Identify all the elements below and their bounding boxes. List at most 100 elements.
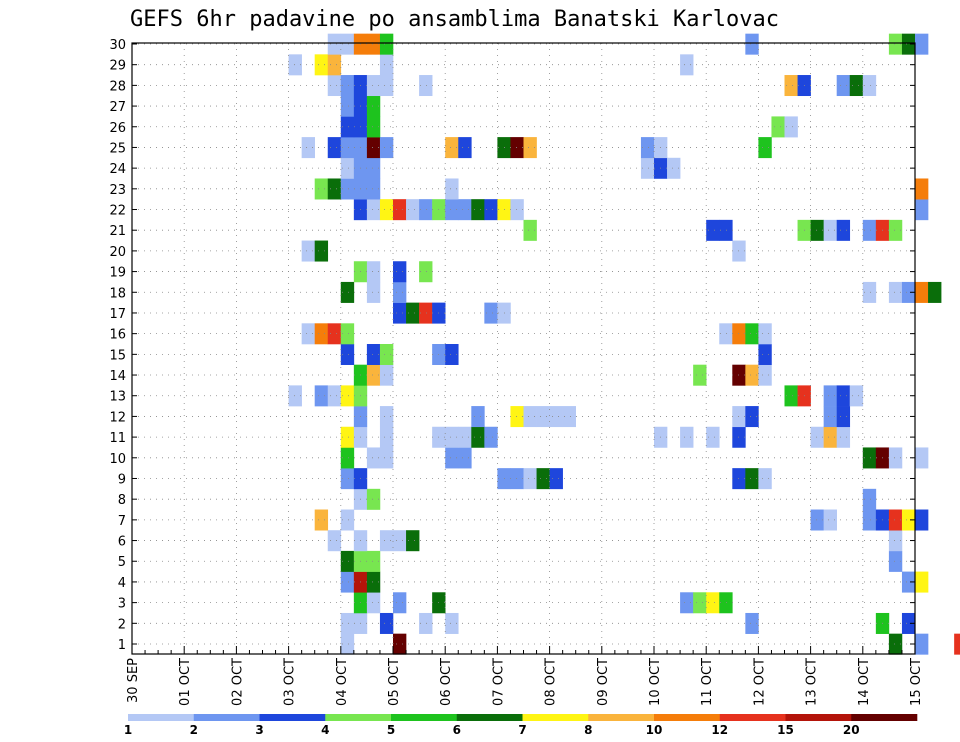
- heatmap-cell: [888, 509, 903, 531]
- heatmap-cell: [823, 426, 837, 448]
- heatmap-cell: [640, 137, 655, 159]
- heatmap-cell: [915, 281, 929, 303]
- heatmap-cell: [706, 426, 720, 448]
- legend-swatch: [522, 714, 589, 721]
- heatmap-cell: [693, 592, 707, 614]
- heatmap-cell: [366, 178, 381, 200]
- y-tick-label: 4: [118, 576, 126, 591]
- y-tick-label: 29: [109, 59, 126, 74]
- heatmap-cell: [484, 426, 498, 448]
- heatmap-cell: [393, 281, 407, 303]
- heatmap-cell: [366, 488, 381, 510]
- heatmap-cell: [288, 385, 302, 407]
- heatmap-cell: [836, 219, 851, 241]
- heatmap-cell: [836, 385, 851, 407]
- heatmap-cell: [836, 406, 851, 428]
- heatmap-cell: [484, 199, 498, 221]
- y-tick-label: 11: [109, 431, 126, 446]
- heatmap-cell: [758, 364, 772, 386]
- y-tick-label: 8: [118, 493, 126, 508]
- heatmap-cell: [915, 33, 929, 55]
- heatmap-cell: [928, 281, 942, 303]
- x-tick-label: 09 OCT: [596, 658, 611, 706]
- heatmap-cell: [379, 54, 394, 76]
- legend-label: 20: [843, 723, 860, 737]
- heatmap-cell: [549, 468, 563, 490]
- y-tick-label: 15: [109, 348, 126, 363]
- y-tick-label: 30: [109, 38, 126, 53]
- x-tick-label: 03 OCT: [283, 658, 298, 706]
- heatmap-cell: [314, 54, 329, 76]
- heatmap-cell: [379, 137, 394, 159]
- heatmap-cell: [758, 344, 772, 365]
- y-tick-label: 20: [109, 245, 126, 260]
- heatmap-cell: [745, 33, 759, 55]
- y-tick-label: 23: [109, 183, 126, 198]
- heatmap-cell: [471, 426, 485, 448]
- x-tick-label: 02 OCT: [230, 658, 245, 706]
- heatmap-cell: [445, 199, 459, 221]
- heatmap-cell: [340, 323, 355, 345]
- heatmap-cell: [915, 178, 929, 200]
- heatmap-cell: [327, 385, 342, 407]
- heatmap-cell: [719, 323, 733, 345]
- y-tick-label: 18: [109, 286, 126, 301]
- heatmap-cell: [301, 240, 315, 262]
- heatmap-cell: [366, 281, 381, 303]
- heatmap-cell: [379, 612, 394, 634]
- heatmap-cell: [340, 95, 355, 117]
- heatmap-cell: [915, 509, 929, 531]
- heatmap-cell: [314, 240, 329, 262]
- heatmap-cell: [862, 447, 877, 469]
- heatmap-cell: [901, 281, 916, 303]
- legend-label: 5: [387, 723, 395, 737]
- y-tick-label: 16: [109, 328, 126, 343]
- heatmap-cell: [314, 509, 329, 531]
- x-tick-label: 30 SEP: [126, 658, 141, 703]
- legend-swatch: [851, 714, 918, 721]
- heatmap-cell: [340, 281, 355, 303]
- heatmap-cell: [888, 530, 903, 552]
- heatmap-cell: [445, 344, 459, 365]
- heatmap-cell: [888, 447, 903, 469]
- heatmap-cell: [314, 385, 329, 407]
- heatmap-cell: [288, 54, 302, 76]
- heatmap-cell: [393, 261, 407, 283]
- heatmap-cell: [419, 261, 433, 283]
- heatmap-cell: [458, 447, 472, 469]
- heatmap-cell: [823, 385, 837, 407]
- heatmap-cell: [340, 116, 355, 138]
- heatmap-cell: [340, 509, 355, 531]
- heatmap-cell: [379, 530, 394, 552]
- y-tick-label: 14: [109, 369, 126, 384]
- y-tick-label: 1: [118, 638, 126, 653]
- heatmap-cell: [719, 592, 733, 614]
- heatmap-cell: [366, 33, 381, 55]
- heatmap-cell: [379, 33, 394, 55]
- heatmap-cell: [340, 385, 355, 407]
- heatmap-cell: [419, 612, 433, 634]
- heatmap-cell: [366, 261, 381, 283]
- heatmap-cell: [393, 530, 407, 552]
- heatmap-cell: [340, 75, 355, 97]
- heatmap-cell: [849, 75, 864, 97]
- y-axis: 1234567891011121314151617181920212223242…: [109, 38, 915, 653]
- x-tick-label: 04 OCT: [335, 658, 350, 706]
- y-tick-label: 12: [109, 410, 126, 425]
- heatmap-cell: [379, 364, 394, 386]
- heatmap-cell: [915, 447, 929, 469]
- heatmap-cell: [379, 75, 394, 97]
- heatmap-cell: [366, 95, 381, 117]
- heatmap-cell: [901, 509, 916, 531]
- heatmap-cell: [445, 137, 459, 159]
- heatmap-cell: [419, 302, 433, 324]
- heatmap-cell: [340, 426, 355, 448]
- heatmap-cell: [706, 592, 720, 614]
- legend-label: 7: [518, 723, 526, 737]
- legend-label: 10: [646, 723, 663, 737]
- heatmap-cell: [340, 33, 355, 55]
- heatmap-cell: [379, 406, 394, 428]
- heatmap-cell: [810, 219, 824, 241]
- heatmap-cell: [301, 323, 315, 345]
- legend-swatch: [193, 714, 260, 721]
